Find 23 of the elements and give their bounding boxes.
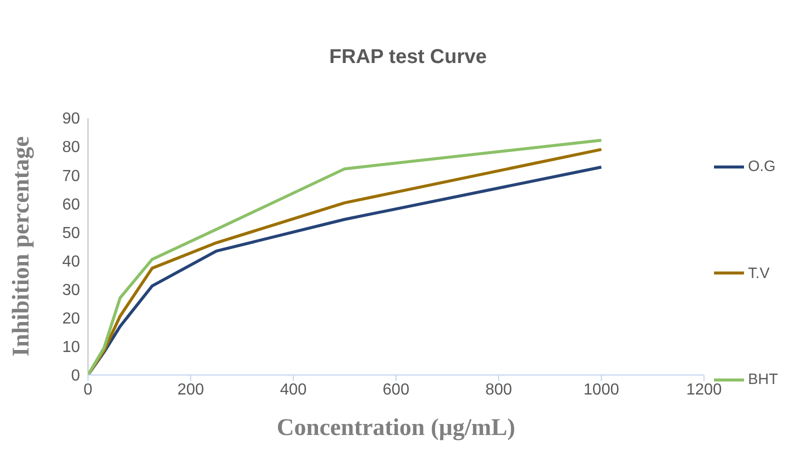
x-tick-label: 1200: [686, 381, 722, 398]
legend-label: O.G: [748, 158, 776, 175]
y-axis-title: Inhibition percentage: [8, 136, 35, 356]
x-tick-label: 400: [280, 381, 307, 398]
y-tick-label: 90: [62, 110, 80, 128]
y-tick-label: 30: [62, 282, 80, 300]
x-axis-title: Concentration (µg/mL): [276, 415, 516, 441]
legend-label: T.V: [748, 264, 770, 282]
x-tick-label: 800: [485, 381, 512, 398]
y-tick-label: 20: [62, 310, 80, 328]
y-tick-label: 10: [62, 339, 80, 356]
chart-title: FRAP test Curve: [328, 46, 488, 69]
x-tick-label: 1000: [584, 381, 620, 398]
legend-label: BHT: [748, 371, 778, 388]
y-tick-label: 40: [62, 253, 80, 270]
y-tick-label: 50: [62, 224, 80, 242]
x-tick-label: 200: [177, 381, 204, 398]
y-tick-label: 0: [71, 368, 80, 385]
y-tick-label: 70: [62, 168, 80, 185]
x-tick-label: 600: [382, 381, 410, 398]
x-tick-label: 0: [84, 381, 93, 398]
y-tick-label: 60: [62, 196, 80, 214]
y-tick-label: 80: [62, 139, 80, 156]
